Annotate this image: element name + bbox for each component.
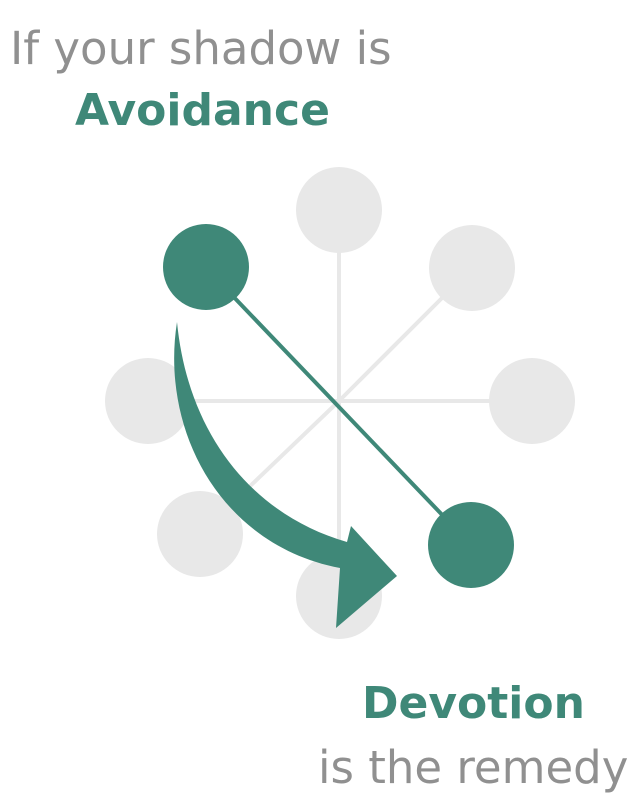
node-bottom-left (157, 491, 243, 577)
curved-arrow-icon (174, 322, 397, 628)
shadow-label: Avoidance (75, 85, 330, 136)
remedy-label: Devotion (362, 678, 585, 729)
node-right (489, 358, 575, 444)
node-top-right (429, 225, 515, 311)
node-left (105, 358, 191, 444)
outro-text: is the remedy (318, 741, 629, 794)
remedy-node (428, 502, 514, 588)
inactive-nodes (105, 167, 575, 639)
shadow-remedy-connector (204, 266, 473, 547)
node-top (296, 167, 382, 253)
shadow-node (163, 224, 249, 310)
intro-text: If your shadow is (10, 22, 392, 75)
